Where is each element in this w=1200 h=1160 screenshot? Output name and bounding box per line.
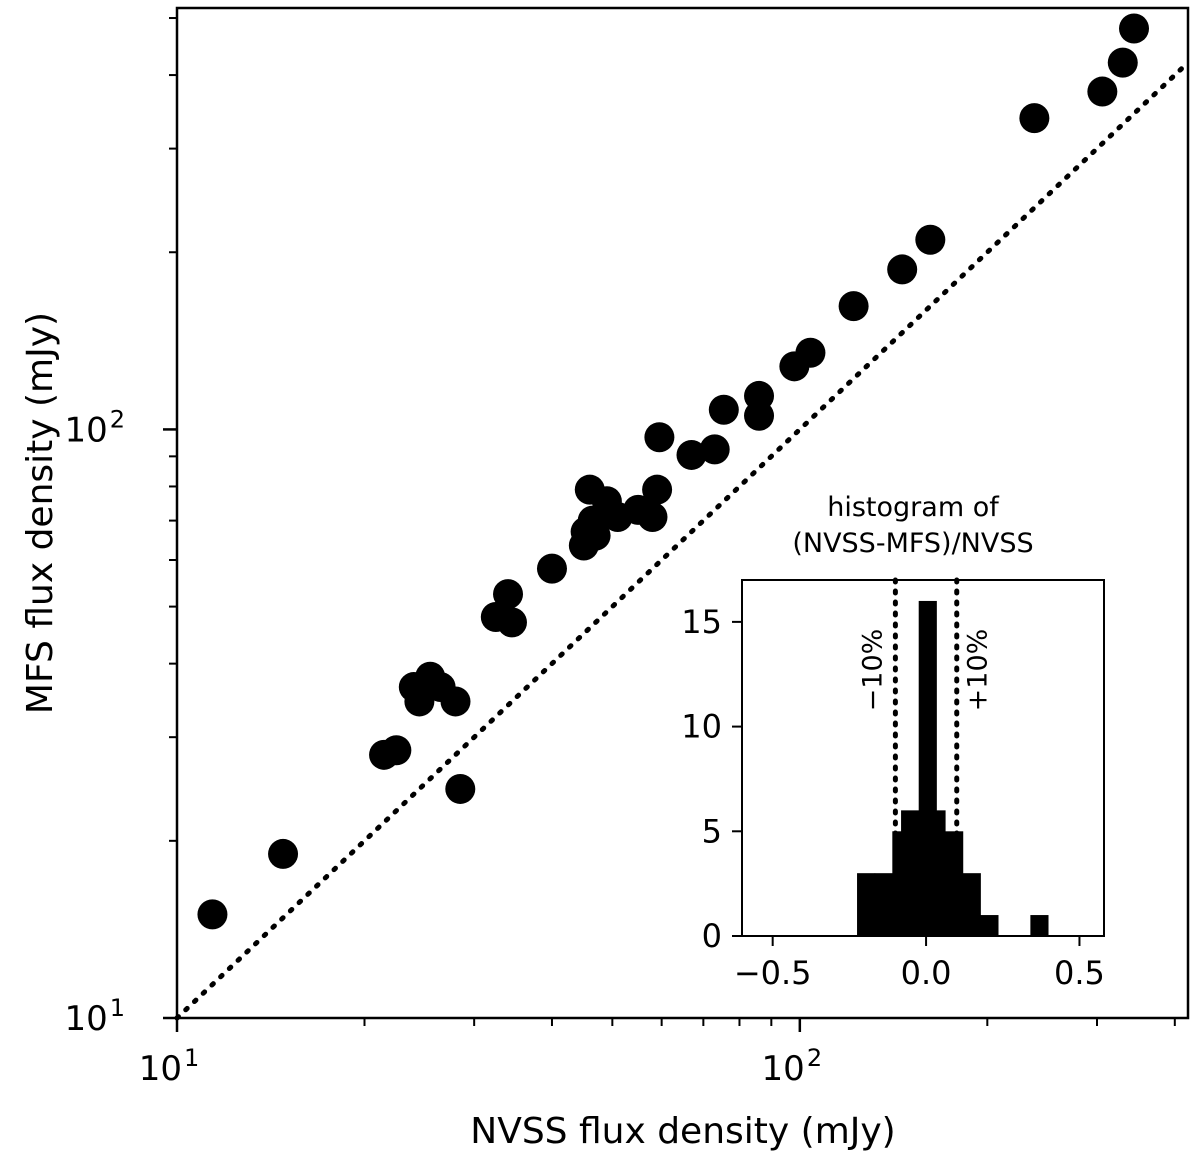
- histogram-bar: [874, 873, 893, 936]
- y-axis-label: MFS flux density (mJy): [20, 312, 61, 714]
- scatter-point: [580, 520, 611, 551]
- inset-title-line-2: (NVSS-MFS)/NVSS: [792, 528, 1033, 559]
- inset-frame: [741, 579, 1105, 937]
- scatter-point: [445, 773, 476, 804]
- histogram-bar: [980, 915, 999, 936]
- scatter-point: [440, 686, 471, 717]
- y-tick-label: 102: [64, 405, 125, 450]
- inset-y-tick-label: 15: [681, 603, 722, 641]
- scatter-point: [744, 380, 775, 411]
- scatter-point: [642, 474, 673, 505]
- scatter-point: [644, 422, 675, 453]
- main-y-axis: 101 102: [64, 17, 177, 1039]
- inset-x-tick-label: −0.5: [734, 954, 812, 992]
- y-tick-label: 101: [64, 994, 125, 1039]
- inset-threshold-lines: −10% +10%: [857, 577, 994, 939]
- histogram-bar: [1030, 915, 1049, 936]
- scatter-point: [197, 899, 228, 930]
- inset-y-tick-label: 10: [681, 708, 722, 746]
- scatter-point: [838, 291, 869, 322]
- scatter-point: [795, 337, 826, 368]
- scatter-point: [496, 607, 527, 638]
- scatter-point: [637, 501, 668, 532]
- scatter-point: [1107, 47, 1138, 78]
- histogram-bar: [945, 831, 964, 936]
- main-x-axis: 101 102: [139, 1018, 1176, 1089]
- scatter-point: [1019, 103, 1050, 134]
- scatter-point: [887, 254, 918, 285]
- main-plot: 101 102 101 102 NVSS flux density (mJy) MF…: [20, 6, 1191, 1152]
- scatter-point: [699, 434, 730, 465]
- scatter-point: [493, 579, 524, 610]
- x-tick-label: 101: [139, 1044, 200, 1089]
- histogram-bar: [857, 873, 876, 936]
- inset-title-line-1: histogram of: [827, 492, 1000, 523]
- threshold-label: −10%: [857, 629, 888, 712]
- scatter-point: [536, 553, 567, 584]
- inset-x-tick-label: 0.0: [901, 954, 952, 992]
- scatter-point: [381, 735, 412, 766]
- inset-x-axis: −0.5 0.0 0.5: [734, 936, 1105, 992]
- histogram-bar: [962, 873, 981, 936]
- main-plot-frame: [175, 6, 1190, 1020]
- one-to-one-reference-line: [174, 60, 1191, 1021]
- scatter-point: [676, 439, 707, 470]
- inset-y-tick-label: 0: [702, 917, 722, 955]
- scatter-point: [1087, 76, 1118, 107]
- x-axis-label: NVSS flux density (mJy): [470, 1111, 895, 1152]
- scatter-point: [915, 224, 946, 255]
- histogram-bar: [927, 810, 946, 936]
- scatter-point: [404, 686, 435, 717]
- x-tick-label: 102: [762, 1044, 823, 1089]
- threshold-label: +10%: [963, 629, 994, 712]
- scatter-point: [708, 394, 739, 425]
- inset-y-axis: 0 5 10 15: [681, 603, 742, 955]
- inset-y-tick-label: 5: [702, 812, 722, 850]
- histogram-bar: [901, 810, 920, 936]
- scatter-point: [1119, 13, 1150, 44]
- main-scatter-points: [197, 13, 1150, 930]
- inset-histogram: histogram of (NVSS-MFS)/NVSS −10% +10% −0…: [681, 492, 1105, 992]
- scatter-point: [268, 838, 299, 869]
- inset-x-tick-label: 0.5: [1054, 954, 1105, 992]
